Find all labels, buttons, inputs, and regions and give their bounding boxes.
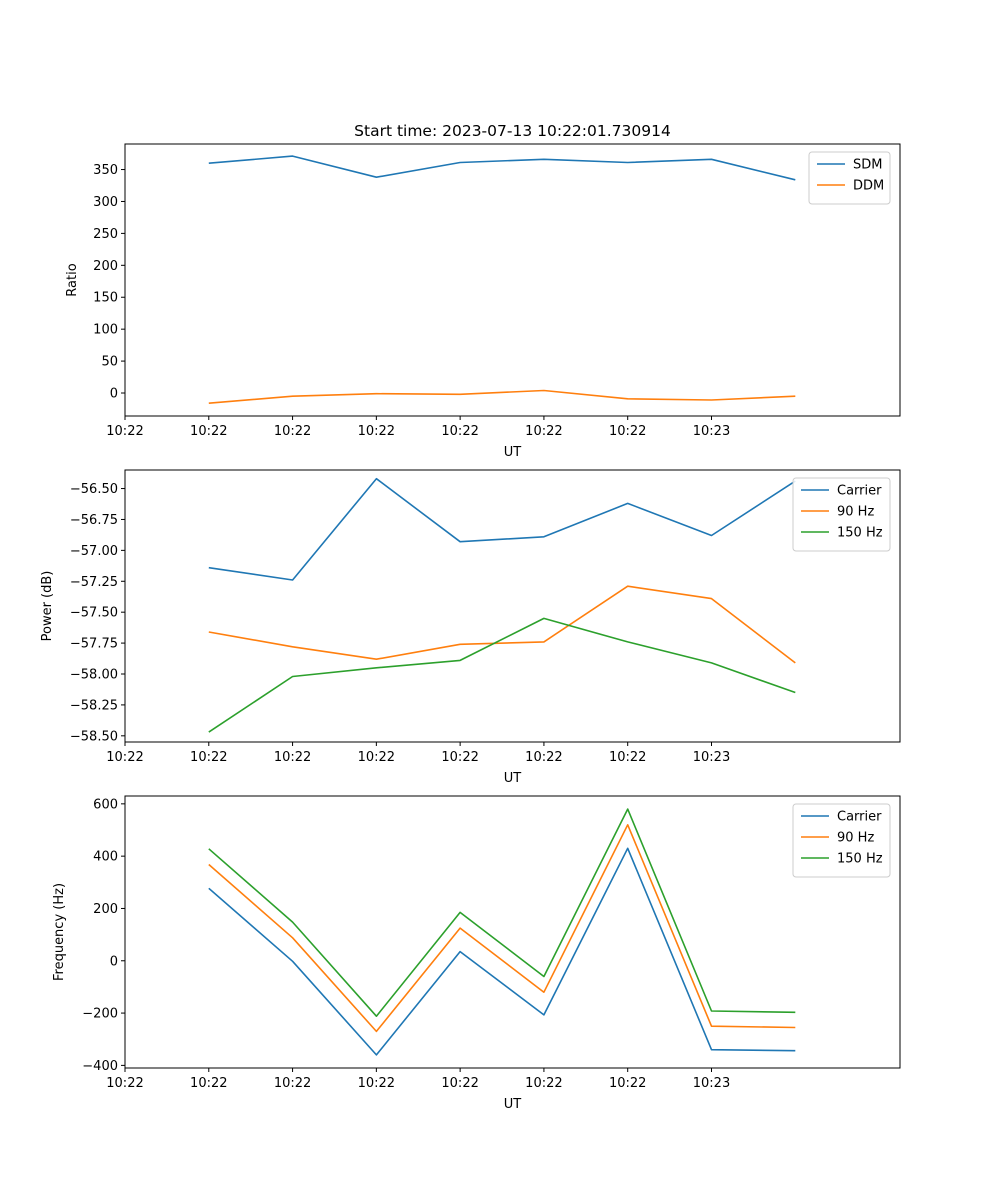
y-tick-label: 200 xyxy=(93,259,118,274)
y-tick-label: 100 xyxy=(93,323,118,338)
y-tick-label: 250 xyxy=(93,227,118,242)
x-tick-label: 10:22 xyxy=(106,1076,143,1091)
y-tick-label: −58.00 xyxy=(70,668,118,683)
y-tick-label: 300 xyxy=(93,195,118,210)
axes-frame xyxy=(124,795,901,1069)
x-axis-label: UT xyxy=(504,445,522,460)
axes-frame xyxy=(124,143,901,417)
x-tick-label: 10:22 xyxy=(274,424,311,439)
y-tick-label: 150 xyxy=(93,291,118,306)
series-line-ddm xyxy=(208,389,796,404)
x-tick-label: 10:22 xyxy=(525,424,562,439)
y-tick-label: −56.75 xyxy=(70,513,118,528)
y-tick-label: −200 xyxy=(82,1007,118,1022)
series-line-sdm xyxy=(208,155,796,181)
y-tick-label: −57.50 xyxy=(70,606,118,621)
y-tick-label: 200 xyxy=(93,902,118,917)
series-line-carrier xyxy=(208,847,796,1056)
legend: Carrier 90 Hz 150 Hz xyxy=(792,803,891,878)
legend-entry: SDM xyxy=(853,158,882,173)
y-tick-label: 0 xyxy=(110,387,118,402)
legend-entry: 90 Hz xyxy=(837,831,874,846)
y-axis-label: Ratio xyxy=(65,263,80,296)
x-tick-label: 10:22 xyxy=(609,1076,646,1091)
series-line-150-hz xyxy=(208,808,796,1018)
y-tick-label: −400 xyxy=(82,1059,118,1074)
x-tick-label: 10:22 xyxy=(190,424,227,439)
x-tick-label: 10:22 xyxy=(358,750,395,765)
x-tick-label: 10:22 xyxy=(106,424,143,439)
x-tick-label: 10:23 xyxy=(693,424,730,439)
x-axis-label: UT xyxy=(504,771,522,786)
y-tick-label: −58.25 xyxy=(70,698,118,713)
x-tick-label: 10:23 xyxy=(693,1076,730,1091)
chart-panel-1: 10:22 10:22 10:22 10:22 10:22 10:22 10:22 10:23… xyxy=(65,122,901,460)
y-tick-label: −58.50 xyxy=(70,729,118,744)
y-tick-label: −57.25 xyxy=(70,575,118,590)
series-line-carrier xyxy=(208,477,796,581)
y-tick-label: 0 xyxy=(110,954,118,969)
y-axis-label: Power (dB) xyxy=(40,571,55,642)
x-tick-label: 10:22 xyxy=(274,1076,311,1091)
series-line-90-hz xyxy=(208,585,796,664)
x-tick-label: 10:22 xyxy=(190,1076,227,1091)
legend-entry: 150 Hz xyxy=(837,526,883,541)
x-tick-label: 10:22 xyxy=(441,424,478,439)
x-tick-label: 10:22 xyxy=(441,750,478,765)
legend-entry: Carrier xyxy=(837,810,882,825)
x-tick-label: 10:22 xyxy=(358,424,395,439)
x-tick-label: 10:22 xyxy=(190,750,227,765)
x-tick-label: 10:22 xyxy=(106,750,143,765)
x-tick-label: 10:23 xyxy=(693,750,730,765)
x-tick-label: 10:22 xyxy=(358,1076,395,1091)
legend-entry: 90 Hz xyxy=(837,505,874,520)
chart-panel-3: 10:22 10:22 10:22 10:22 10:22 10:22 10:22 10:23… xyxy=(52,795,901,1112)
y-tick-label: 400 xyxy=(93,850,118,865)
axes-frame xyxy=(124,469,901,743)
series-line-90-hz xyxy=(208,823,796,1033)
x-tick-label: 10:22 xyxy=(274,750,311,765)
x-axis-label: UT xyxy=(504,1097,522,1112)
legend-box xyxy=(808,151,891,205)
y-tick-label: −57.75 xyxy=(70,637,118,652)
y-tick-label: 350 xyxy=(93,163,118,178)
legend: SDM DDM xyxy=(808,151,891,205)
y-tick-label: 600 xyxy=(93,797,118,812)
legend-entry: Carrier xyxy=(837,484,882,499)
y-tick-label: 50 xyxy=(101,355,118,370)
legend-entry: 150 Hz xyxy=(837,852,883,867)
y-axis-label: Frequency (Hz) xyxy=(52,883,67,981)
series-line-150-hz xyxy=(208,617,796,733)
x-tick-label: 10:22 xyxy=(441,1076,478,1091)
y-tick-label: −56.50 xyxy=(70,482,118,497)
y-tick-label: −57.00 xyxy=(70,544,118,559)
x-tick-label: 10:22 xyxy=(609,750,646,765)
chart-panel-2: 10:22 10:22 10:22 10:22 10:22 10:22 10:22 10:23… xyxy=(40,469,901,786)
chart-title: Start time: 2023-07-13 10:22:01.730914 xyxy=(354,122,671,140)
legend-entry: DDM xyxy=(853,179,884,194)
x-tick-label: 10:22 xyxy=(609,424,646,439)
x-tick-label: 10:22 xyxy=(525,750,562,765)
legend: Carrier 90 Hz 150 Hz xyxy=(792,477,891,552)
x-tick-label: 10:22 xyxy=(525,1076,562,1091)
